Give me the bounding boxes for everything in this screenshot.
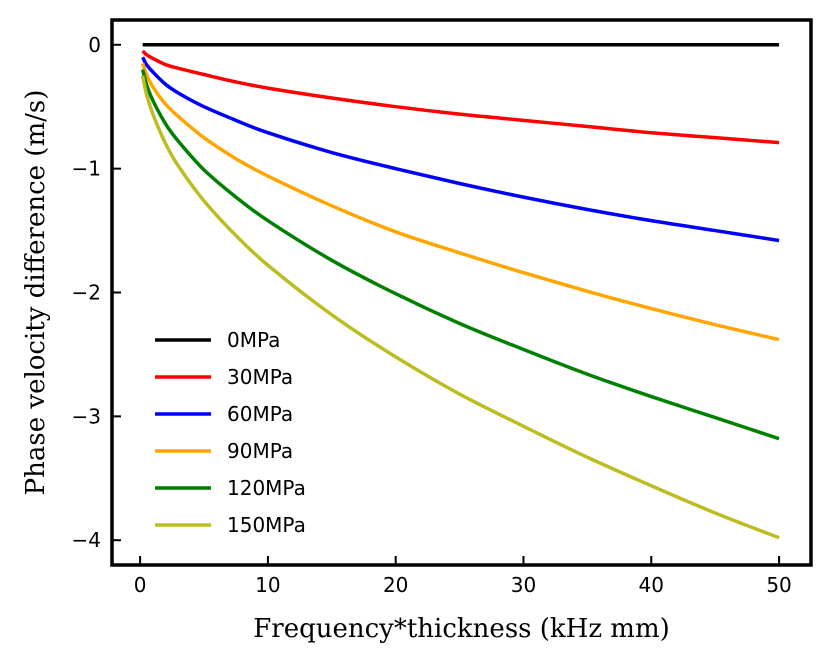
series-line-30mpa	[141, 49, 780, 145]
x-tick-label: 0	[134, 573, 147, 597]
legend-label-60mpa: 60MPa	[227, 402, 293, 426]
legend-label-0mpa: 0MPa	[227, 328, 280, 352]
legend-label-120mpa: 120MPa	[227, 476, 306, 500]
x-tick-label: 40	[639, 573, 664, 597]
y-axis-label: Phase velocity difference (m/s)	[21, 90, 51, 496]
y-tick-label: 0	[88, 33, 101, 57]
y-tick-label: −4	[72, 528, 101, 552]
legend: 0MPa 30MPa 60MPa 90MPa 120MPa 150MPa	[155, 328, 306, 537]
legend-label-150mpa: 150MPa	[227, 513, 306, 537]
y-tick-label: −2	[72, 281, 101, 305]
y-tick-label: −3	[72, 404, 101, 428]
plot-frame	[110, 18, 813, 567]
series-line-150mpa	[140, 75, 780, 540]
legend-label-90mpa: 90MPa	[227, 439, 293, 463]
y-tick-label: −1	[72, 157, 101, 181]
series-line-120mpa	[140, 69, 780, 441]
series-line-90mpa	[141, 62, 780, 342]
x-tick-label: 10	[255, 573, 280, 597]
series-line-60mpa	[141, 56, 780, 243]
x-tick-label: 30	[511, 573, 536, 597]
legend-label-30mpa: 30MPa	[227, 365, 293, 389]
x-axis-label: Frequency*thickness (kHz mm)	[253, 614, 670, 644]
x-tick-label: 50	[766, 573, 791, 597]
x-tick-label: 20	[383, 573, 408, 597]
series-lines	[140, 43, 780, 540]
